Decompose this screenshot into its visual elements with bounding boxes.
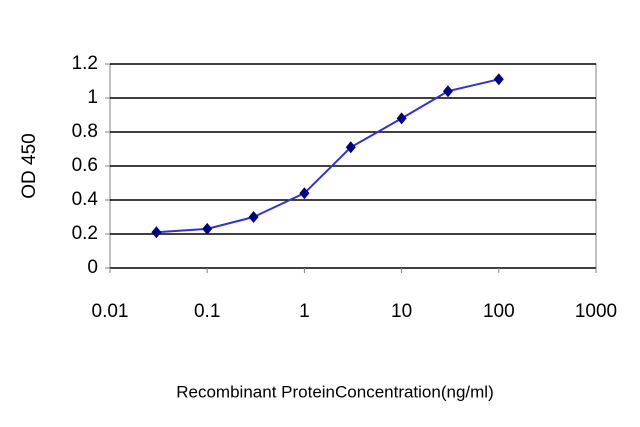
y-tick-label: 1.2 xyxy=(72,53,98,74)
x-tick-label: 0.1 xyxy=(194,301,220,322)
data-marker xyxy=(493,73,504,86)
data-line xyxy=(156,78,500,234)
y-tick-label: 0.6 xyxy=(72,155,98,176)
x-axis-title: Recombinant ProteinConcentration(ng/ml) xyxy=(176,382,494,401)
data-marker xyxy=(202,222,213,235)
y-tick-label: 0.2 xyxy=(72,223,98,244)
y-tick-label: 1 xyxy=(87,87,98,108)
data-marker xyxy=(442,85,453,98)
y-tick-label: 0 xyxy=(87,257,98,278)
data-marker xyxy=(299,187,310,200)
x-tick-label: 100 xyxy=(483,301,515,322)
x-tick-label: 0.01 xyxy=(92,301,129,322)
data-marker xyxy=(396,112,407,125)
y-tick-label: 0.4 xyxy=(72,189,99,210)
data-marker xyxy=(151,226,162,239)
y-axis-title: OD 450 xyxy=(19,133,40,198)
data-marker xyxy=(345,141,356,154)
x-tick-label: 10 xyxy=(391,301,412,322)
x-tick-label: 1 xyxy=(299,301,310,322)
y-tick-label: 0.8 xyxy=(72,121,98,142)
x-tick-label: 1000 xyxy=(575,301,617,322)
data-marker xyxy=(248,211,259,223)
